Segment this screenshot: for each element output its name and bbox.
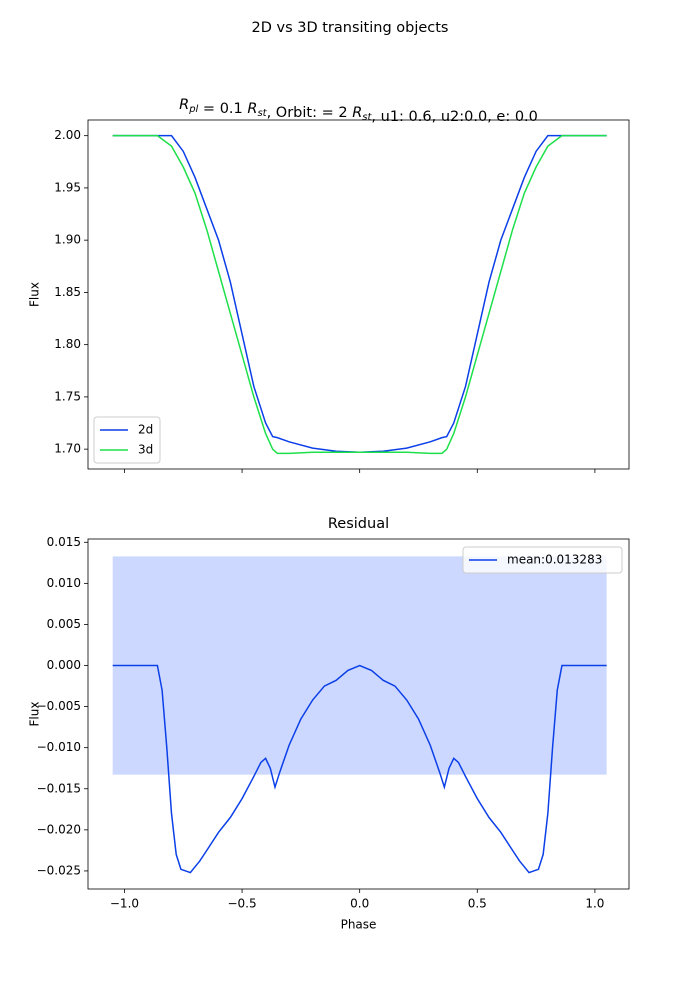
chart-title: Rpl = 0.1 Rst, Orbit: = 2 Rst, u1: 0.6, … [179,97,538,125]
series-line [112,134,607,455]
x-axis-label: Phase [341,918,377,932]
y-tick-label: −0.005 [37,699,81,713]
title-text: , u1: 0.6, u2:0.0, e: 0.0 [371,109,537,125]
title-subscript: pl [188,104,198,115]
title-text: , Orbit: = 2 [267,105,353,121]
legend-box [93,416,161,464]
title-text: = 0.1 [198,101,247,117]
series-line [112,134,607,454]
title-symbol: R [247,101,257,117]
y-tick-label: −0.010 [37,740,81,754]
y-tick-label: −0.025 [37,863,81,877]
y-tick-label: 1.70 [54,442,81,456]
y-tick-label: 0.010 [47,576,81,590]
legend-label: 3d [138,443,153,457]
legend-label: 2d [138,423,153,437]
y-tick-label: 0.005 [47,617,81,631]
y-tick-label: 0.000 [47,658,81,672]
legend-box [462,546,623,574]
x-tick-label: 0.5 [468,897,487,911]
y-axis-label: Flux [28,282,42,307]
legend-label: mean:0.013283 [507,553,602,567]
y-tick-label: −0.020 [37,822,81,836]
y-tick-label: −0.015 [37,781,81,795]
x-tick-label: 0.0 [350,897,369,911]
title-symbol: R [179,97,189,113]
y-tick-label: 2.00 [54,128,81,142]
figure-title: 2D vs 3D transiting objects [251,20,448,36]
axes-frame [87,119,630,470]
y-tick-label: 1.80 [54,337,81,351]
axes-frame [87,538,630,890]
chart-title: Residual [328,516,389,532]
y-tick-label: 1.75 [54,389,81,403]
y-tick-label: 1.95 [54,180,81,194]
title-subscript: st [362,112,372,123]
y-axis-label: Flux [28,702,42,727]
series-line [112,664,607,874]
x-tick-label: −0.5 [227,897,256,911]
title-symbol: R [352,105,362,121]
title-subscript: st [257,108,267,119]
y-tick-label: 1.85 [54,285,81,299]
y-tick-label: 0.015 [47,535,81,549]
x-tick-label: −1.0 [110,897,139,911]
y-tick-label: 1.90 [54,233,81,247]
x-tick-label: 1.0 [585,897,604,911]
